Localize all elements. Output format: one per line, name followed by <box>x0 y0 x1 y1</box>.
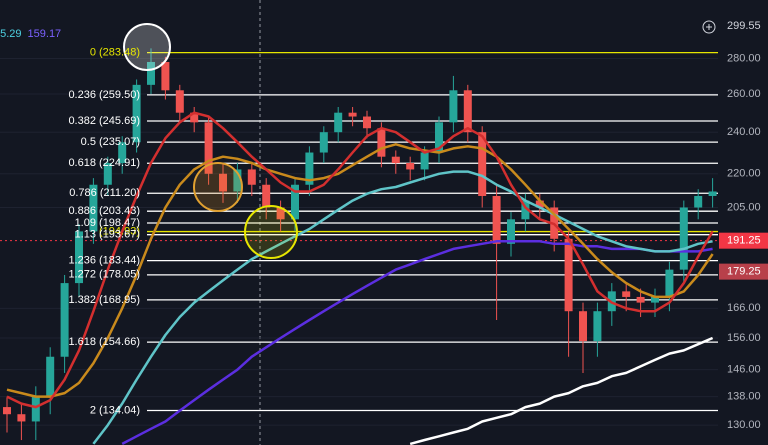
price-axis-labels: 280.00 260.00 240.00 220.00 205.00 166.00 156.… <box>719 20 768 431</box>
candle-body <box>463 90 472 133</box>
candle-body <box>334 112 343 133</box>
fib-label: 1.382 (168.95) <box>68 294 140 306</box>
moving-average-line <box>92 170 713 445</box>
fib-label: 0.886 (203.43) <box>68 205 140 217</box>
y-tick-label: 280.00 <box>727 52 761 64</box>
candle-body <box>492 195 501 244</box>
candle-body <box>449 90 458 123</box>
candle-body <box>435 122 443 153</box>
fib-label: 0.5 (235.07) <box>81 136 140 148</box>
fib-label: 0.618 (224.91) <box>68 157 140 169</box>
candle-body <box>708 191 717 196</box>
candle-body <box>319 132 328 153</box>
y-tick-label: 138.00 <box>727 390 761 402</box>
plot-area <box>0 48 718 445</box>
fib-label: 0.236 (259.50) <box>68 89 140 101</box>
fib-label: 2 (134.04) <box>90 404 140 416</box>
fib-label: 1.236 (183.44) <box>68 254 140 266</box>
candle-body <box>579 311 587 342</box>
candle-body <box>391 156 400 164</box>
candle-body <box>3 407 11 415</box>
moving-average-line <box>121 240 713 445</box>
price-axis <box>718 0 768 445</box>
candle-body <box>147 61 155 85</box>
candle-body <box>694 195 703 208</box>
candle-body <box>622 291 631 297</box>
candle-body <box>420 152 429 170</box>
y-top-price: 299.55 <box>727 20 761 32</box>
candle-body <box>291 184 299 220</box>
candle-body <box>161 61 170 91</box>
add-icon[interactable] <box>702 20 716 34</box>
highlight-circle <box>244 205 298 259</box>
candle-body <box>31 396 40 422</box>
y-tick-label: 205.00 <box>727 201 761 213</box>
candle-body <box>247 169 256 185</box>
candle-body <box>276 207 285 220</box>
y-tick-label: 130.00 <box>727 419 761 431</box>
candle-body <box>17 414 26 422</box>
candle-body <box>593 311 602 342</box>
fib-label: (194.93) <box>99 225 140 237</box>
header-value: 95.29 <box>0 28 22 40</box>
fib-label: 1.09 (198.47) <box>75 217 140 229</box>
header-value: 159.17 <box>28 28 62 40</box>
highlight-circle <box>123 23 171 71</box>
candle-body <box>132 84 141 143</box>
candle-body <box>377 128 386 157</box>
fib-label: 1.272 (178.05) <box>68 269 140 281</box>
candle-body <box>233 169 242 192</box>
fib-label: 0 (283.48) <box>90 47 140 59</box>
candle-body <box>75 231 83 284</box>
y-tick-label: 166.00 <box>727 302 761 314</box>
candle-body <box>262 184 271 208</box>
candle-body <box>46 356 55 397</box>
candle-body <box>219 173 227 192</box>
candle-body <box>478 132 487 196</box>
fib-label: 1.618 (154.66) <box>68 336 140 348</box>
candle-body <box>175 90 184 113</box>
add-icon-plus <box>706 24 712 30</box>
candle-body <box>89 184 98 232</box>
moving-average-line <box>6 111 714 409</box>
candle-body <box>521 200 530 220</box>
y-tick-label: 156.00 <box>727 332 761 344</box>
fib-label: 0.382 (245.69) <box>68 115 140 127</box>
candle-body <box>363 116 371 129</box>
candle-body <box>564 238 573 312</box>
price-marker-box <box>719 263 768 280</box>
candle-body <box>679 207 688 270</box>
candle-body <box>60 283 69 357</box>
y-tick-label: 260.00 <box>727 88 761 100</box>
candle-body <box>406 163 415 170</box>
candle-body <box>507 219 515 244</box>
fib-label: 1.13 (193.67) <box>75 229 140 241</box>
candle-body <box>305 152 314 185</box>
candle-body <box>636 296 645 303</box>
candle-body <box>348 112 357 117</box>
moving-average-line <box>6 143 714 398</box>
moving-average-line <box>409 336 714 445</box>
candle-body <box>190 112 199 123</box>
price-marker-box <box>719 232 768 249</box>
y-tick-label: 240.00 <box>727 126 761 138</box>
candle-body <box>535 200 544 208</box>
candle-body <box>118 142 127 164</box>
y-tick-label: 146.00 <box>727 364 761 376</box>
price-marker-label: 179.25 <box>727 266 761 278</box>
price-marker-label: 191.25 <box>727 235 761 247</box>
fib-label: 0.786 (211.20) <box>69 187 140 199</box>
candle-body <box>651 296 659 303</box>
y-tick-label: 220.00 <box>727 168 761 180</box>
candle-body <box>103 163 112 185</box>
candle-body <box>665 269 674 297</box>
candle-body <box>204 122 213 174</box>
highlight-circle <box>193 162 243 212</box>
